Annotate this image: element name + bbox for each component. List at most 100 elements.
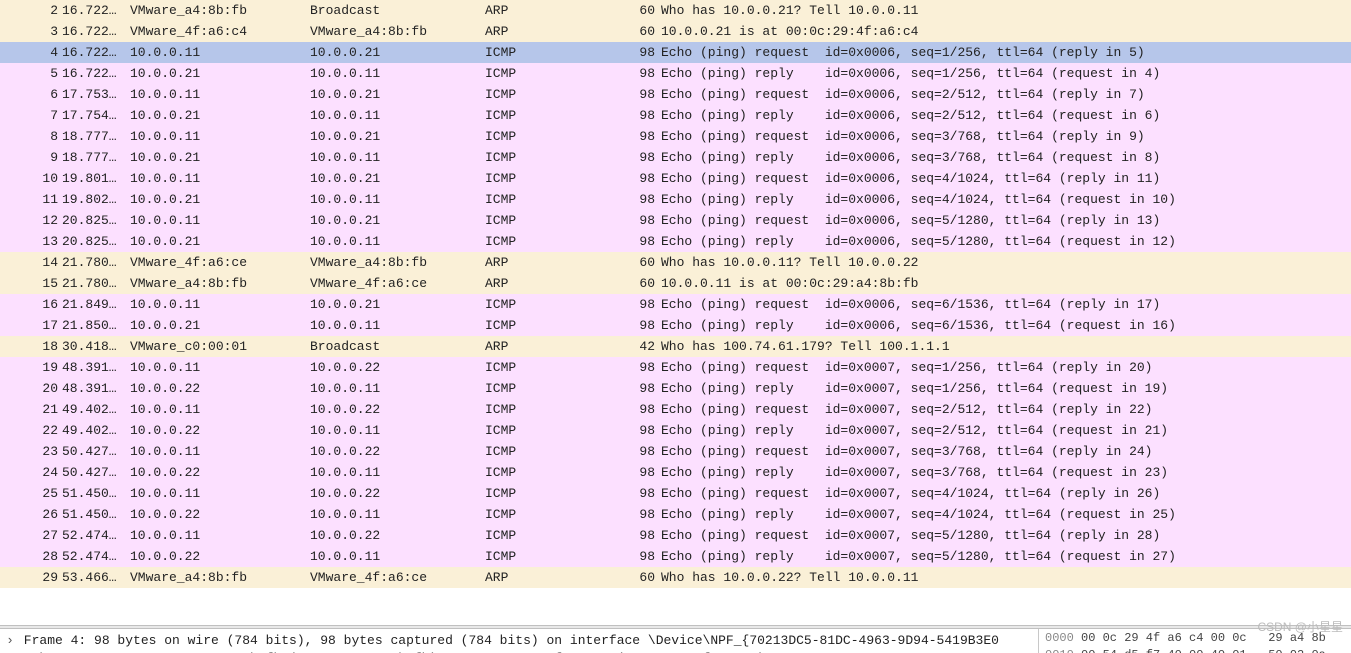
packet-list-pane[interactable]: 216.722…VMware_a4:8b:fbBroadcastARP60Who…	[0, 0, 1351, 625]
col-length: 98	[625, 315, 661, 336]
col-source: 10.0.0.22	[130, 504, 310, 525]
col-protocol: ICMP	[485, 168, 625, 189]
packet-row[interactable]: 1421.780…VMware_4f:a6:ceVMware_a4:8b:fbA…	[0, 252, 1351, 273]
col-protocol: ICMP	[485, 525, 625, 546]
col-info: Echo (ping) request id=0x0007, seq=5/128…	[661, 525, 1351, 546]
col-source: 10.0.0.11	[130, 441, 310, 462]
packet-details-pane[interactable]: › Frame 4: 98 bytes on wire (784 bits), …	[0, 629, 1039, 653]
col-destination: Broadcast	[310, 0, 485, 21]
packet-row[interactable]: 416.722…10.0.0.1110.0.0.21ICMP98Echo (pi…	[0, 42, 1351, 63]
packet-row[interactable]: 1521.780…VMware_a4:8b:fbVMware_4f:a6:ceA…	[0, 273, 1351, 294]
col-no: 27	[12, 525, 62, 546]
gutter	[4, 441, 12, 462]
col-destination: 10.0.0.11	[310, 231, 485, 252]
col-no: 23	[12, 441, 62, 462]
packet-row[interactable]: 2953.466…VMware_a4:8b:fbVMware_4f:a6:ceA…	[0, 567, 1351, 588]
hex-row[interactable]: 001000 54 d5 f7 40 00 40 01 50 92 0a	[1045, 648, 1345, 653]
packet-row[interactable]: 2752.474…10.0.0.1110.0.0.22ICMP98Echo (p…	[0, 525, 1351, 546]
col-length: 98	[625, 294, 661, 315]
col-time: 50.427…	[62, 441, 130, 462]
col-source: 10.0.0.11	[130, 525, 310, 546]
col-protocol: ARP	[485, 567, 625, 588]
packet-bytes-pane[interactable]: 000000 0c 29 4f a6 c4 00 0c 29 a4 8b0010…	[1039, 629, 1351, 653]
packet-row[interactable]: 1948.391…10.0.0.1110.0.0.22ICMP98Echo (p…	[0, 357, 1351, 378]
col-protocol: ICMP	[485, 294, 625, 315]
col-source: 10.0.0.11	[130, 357, 310, 378]
col-info: Echo (ping) request id=0x0006, seq=1/256…	[661, 42, 1351, 63]
packet-row[interactable]: 918.777…10.0.0.2110.0.0.11ICMP98Echo (pi…	[0, 147, 1351, 168]
col-protocol: ARP	[485, 336, 625, 357]
packet-row[interactable]: 316.722…VMware_4f:a6:c4VMware_a4:8b:fbAR…	[0, 21, 1351, 42]
col-destination: 10.0.0.11	[310, 189, 485, 210]
gutter	[4, 105, 12, 126]
col-length: 98	[625, 525, 661, 546]
col-time: 21.850…	[62, 315, 130, 336]
packet-row[interactable]: 2048.391…10.0.0.2210.0.0.11ICMP98Echo (p…	[0, 378, 1351, 399]
expand-icon[interactable]: ›	[4, 633, 16, 648]
col-info: Echo (ping) reply id=0x0006, seq=2/512, …	[661, 105, 1351, 126]
col-source: VMware_c0:00:01	[130, 336, 310, 357]
col-source: 10.0.0.21	[130, 231, 310, 252]
col-info: Echo (ping) reply id=0x0007, seq=3/768, …	[661, 462, 1351, 483]
gutter	[4, 147, 12, 168]
col-time: 48.391…	[62, 378, 130, 399]
packet-row[interactable]: 2149.402…10.0.0.1110.0.0.22ICMP98Echo (p…	[0, 399, 1351, 420]
col-length: 98	[625, 189, 661, 210]
col-source: VMware_4f:a6:ce	[130, 252, 310, 273]
col-destination: 10.0.0.11	[310, 462, 485, 483]
packet-row[interactable]: 1220.825…10.0.0.1110.0.0.21ICMP98Echo (p…	[0, 210, 1351, 231]
packet-row[interactable]: 516.722…10.0.0.2110.0.0.11ICMP98Echo (pi…	[0, 63, 1351, 84]
col-protocol: ICMP	[485, 315, 625, 336]
bottom-panes: › Frame 4: 98 bytes on wire (784 bits), …	[0, 629, 1351, 653]
packet-row[interactable]: 818.777…10.0.0.1110.0.0.21ICMP98Echo (pi…	[0, 126, 1351, 147]
packet-row[interactable]: 2551.450…10.0.0.1110.0.0.22ICMP98Echo (p…	[0, 483, 1351, 504]
packet-row[interactable]: 2651.450…10.0.0.2210.0.0.11ICMP98Echo (p…	[0, 504, 1351, 525]
col-length: 98	[625, 441, 661, 462]
packet-row[interactable]: 2249.402…10.0.0.2210.0.0.11ICMP98Echo (p…	[0, 420, 1351, 441]
col-length: 98	[625, 168, 661, 189]
col-protocol: ICMP	[485, 63, 625, 84]
packet-row[interactable]: 2852.474…10.0.0.2210.0.0.11ICMP98Echo (p…	[0, 546, 1351, 567]
detail-tree-item[interactable]: › Ethernet II, Src: VMware_a4:8b:fb (00:…	[4, 649, 1034, 653]
col-destination: 10.0.0.11	[310, 147, 485, 168]
packet-row[interactable]: 2350.427…10.0.0.1110.0.0.22ICMP98Echo (p…	[0, 441, 1351, 462]
detail-tree-item[interactable]: › Frame 4: 98 bytes on wire (784 bits), …	[4, 631, 1034, 649]
packet-row[interactable]: 1721.850…10.0.0.2110.0.0.11ICMP98Echo (p…	[0, 315, 1351, 336]
col-source: 10.0.0.21	[130, 63, 310, 84]
packet-row[interactable]: 2450.427…10.0.0.2210.0.0.11ICMP98Echo (p…	[0, 462, 1351, 483]
packet-row[interactable]: 1019.801…10.0.0.1110.0.0.21ICMP98Echo (p…	[0, 168, 1351, 189]
col-source: VMware_a4:8b:fb	[130, 273, 310, 294]
col-length: 60	[625, 0, 661, 21]
col-destination: 10.0.0.21	[310, 42, 485, 63]
col-time: 49.402…	[62, 399, 130, 420]
hex-row[interactable]: 000000 0c 29 4f a6 c4 00 0c 29 a4 8b	[1045, 631, 1345, 648]
col-no: 8	[12, 126, 62, 147]
col-info: Echo (ping) request id=0x0007, seq=1/256…	[661, 357, 1351, 378]
col-protocol: ICMP	[485, 42, 625, 63]
gutter	[4, 63, 12, 84]
packet-row[interactable]: 1119.802…10.0.0.2110.0.0.11ICMP98Echo (p…	[0, 189, 1351, 210]
packet-row[interactable]: 1621.849…10.0.0.1110.0.0.21ICMP98Echo (p…	[0, 294, 1351, 315]
col-destination: 10.0.0.22	[310, 525, 485, 546]
gutter	[4, 399, 12, 420]
col-destination: 10.0.0.22	[310, 441, 485, 462]
gutter	[4, 420, 12, 441]
col-length: 98	[625, 63, 661, 84]
gutter	[4, 336, 12, 357]
col-protocol: ICMP	[485, 147, 625, 168]
col-no: 5	[12, 63, 62, 84]
col-info: Echo (ping) request id=0x0006, seq=4/102…	[661, 168, 1351, 189]
col-source: 10.0.0.22	[130, 462, 310, 483]
gutter	[4, 504, 12, 525]
col-time: 16.722…	[62, 63, 130, 84]
packet-row[interactable]: 617.753…10.0.0.1110.0.0.21ICMP98Echo (pi…	[0, 84, 1351, 105]
packet-row[interactable]: 1830.418…VMware_c0:00:01BroadcastARP42Wh…	[0, 336, 1351, 357]
packet-row[interactable]: 717.754…10.0.0.2110.0.0.11ICMP98Echo (pi…	[0, 105, 1351, 126]
col-length: 98	[625, 105, 661, 126]
packet-row[interactable]: 216.722…VMware_a4:8b:fbBroadcastARP60Who…	[0, 0, 1351, 21]
packet-row[interactable]: 1320.825…10.0.0.2110.0.0.11ICMP98Echo (p…	[0, 231, 1351, 252]
col-no: 6	[12, 84, 62, 105]
col-source: 10.0.0.22	[130, 420, 310, 441]
gutter	[4, 483, 12, 504]
col-no: 21	[12, 399, 62, 420]
